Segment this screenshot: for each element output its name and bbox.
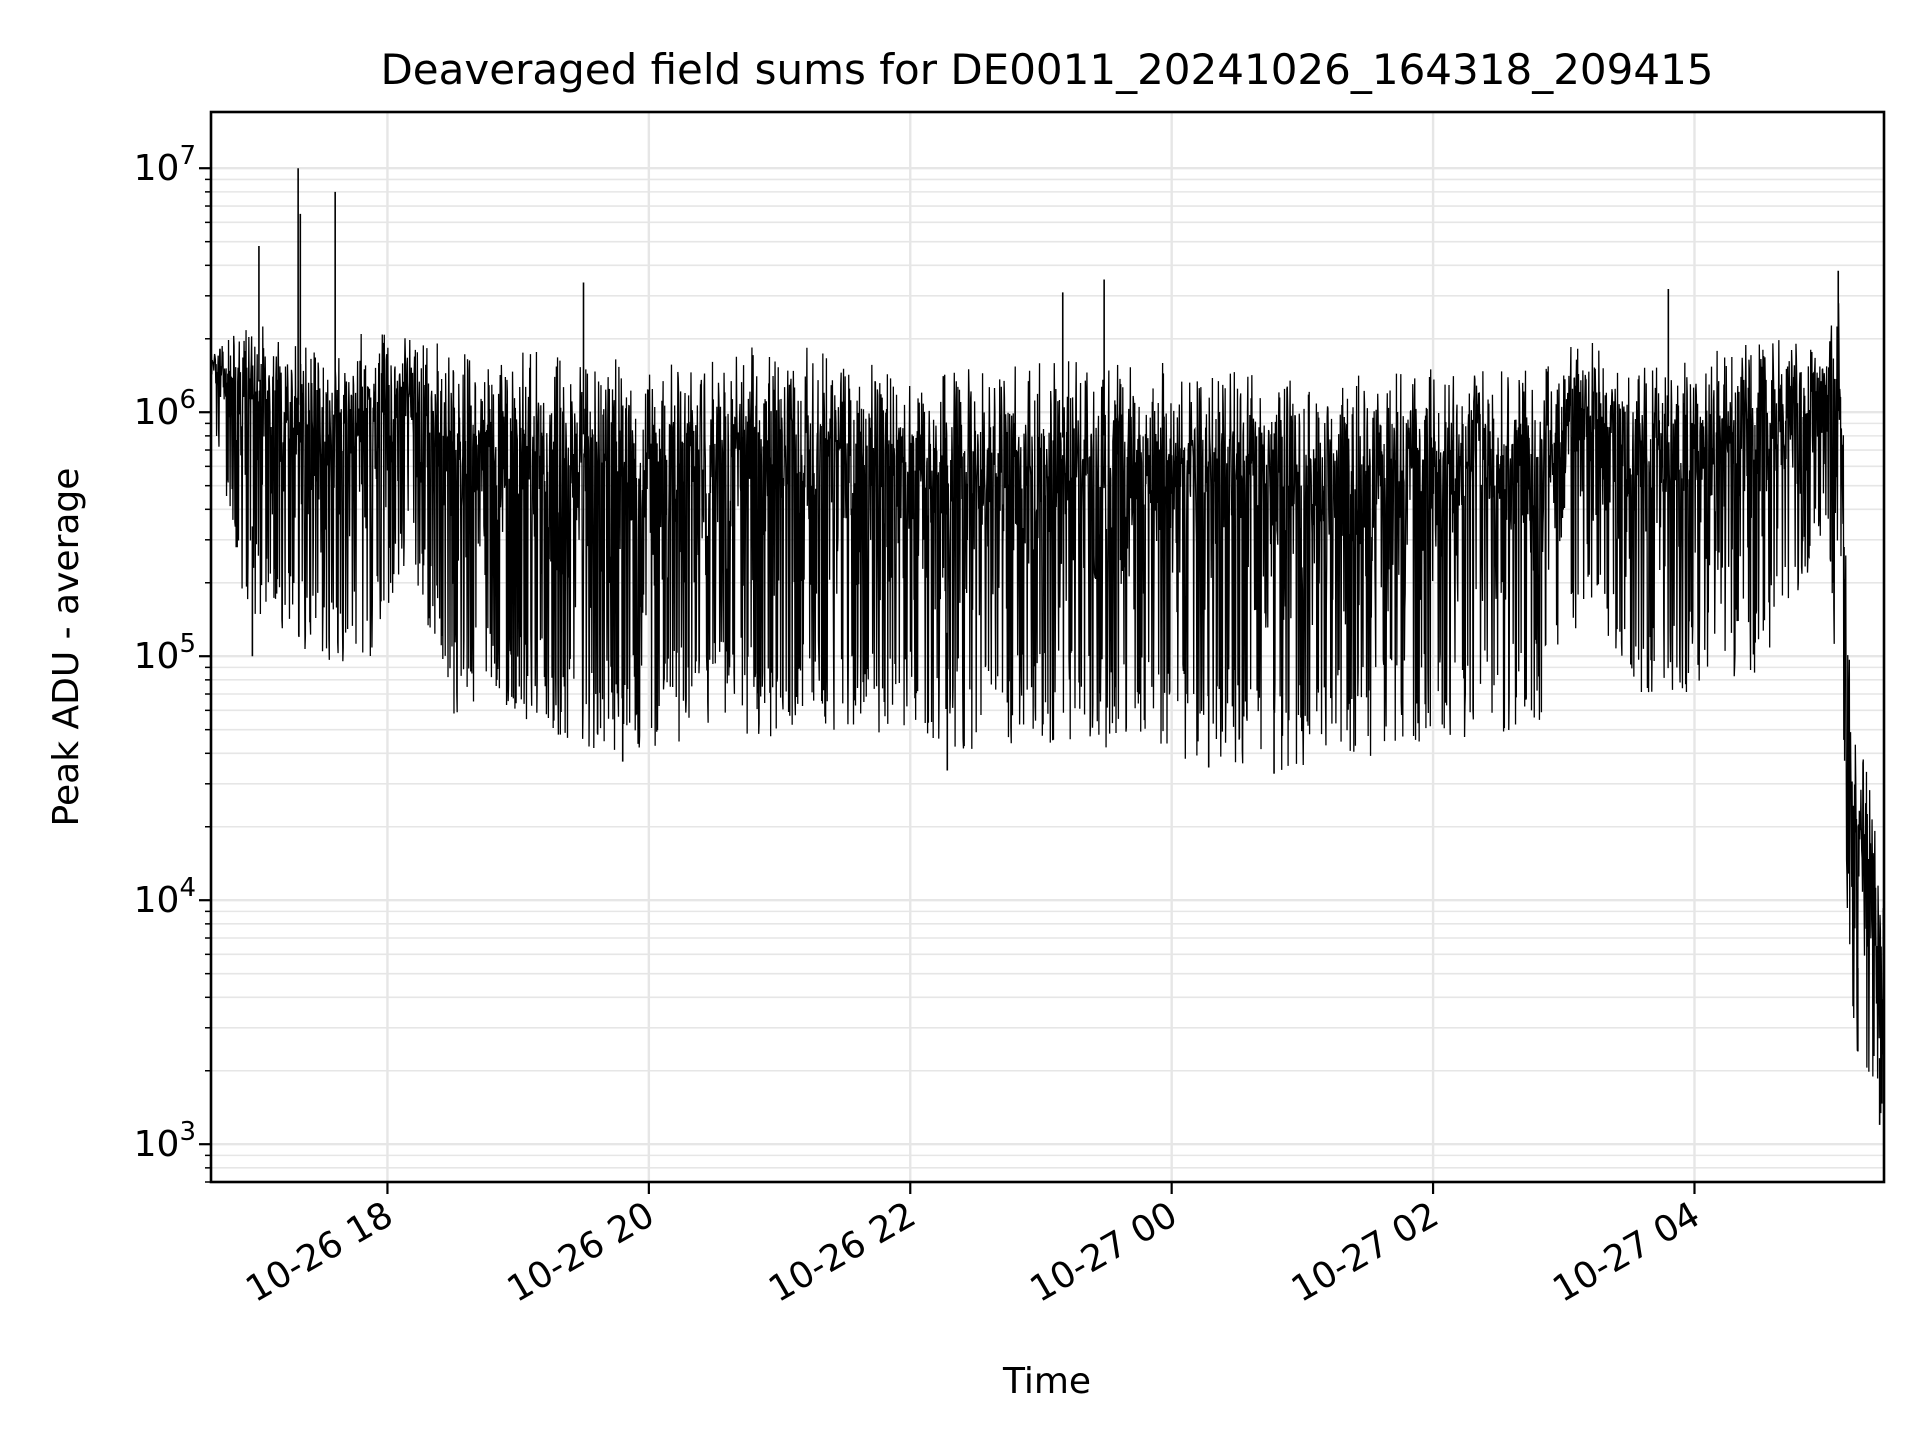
y-tick-label: 105 [134, 629, 196, 677]
y-tick-label: 106 [134, 385, 196, 433]
y-tick-label: 104 [134, 873, 196, 921]
y-axis-label: Peak ADU - average [46, 468, 87, 827]
x-tick-label: 10-26 20 [501, 1194, 662, 1310]
plot-area [210, 168, 1885, 1140]
x-tick-label: 10-27 04 [1546, 1194, 1707, 1310]
x-axis-ticks: 10-26 18 10-26 20 10-26 22 10-27 00 10-27 02… [239, 1182, 1707, 1311]
spike-marks [251, 168, 1885, 1140]
x-tick-label: 10-27 02 [1285, 1194, 1446, 1310]
x-axis-label: Time [1002, 1361, 1091, 1402]
x-tick-label: 10-27 00 [1023, 1194, 1184, 1310]
y-tick-label: 103 [134, 1117, 196, 1165]
series-line [210, 303, 1885, 1128]
axes-frame [209, 110, 1886, 1184]
x-tick-label: 10-26 22 [762, 1194, 923, 1310]
chart-title: Deaveraged field sums for DE0011_2024102… [380, 45, 1713, 94]
x-tick-label: 10-26 18 [239, 1194, 400, 1310]
y-axis-ticks: 103 104 105 106 107 [134, 141, 211, 1183]
y-tick-label: 107 [134, 141, 196, 189]
